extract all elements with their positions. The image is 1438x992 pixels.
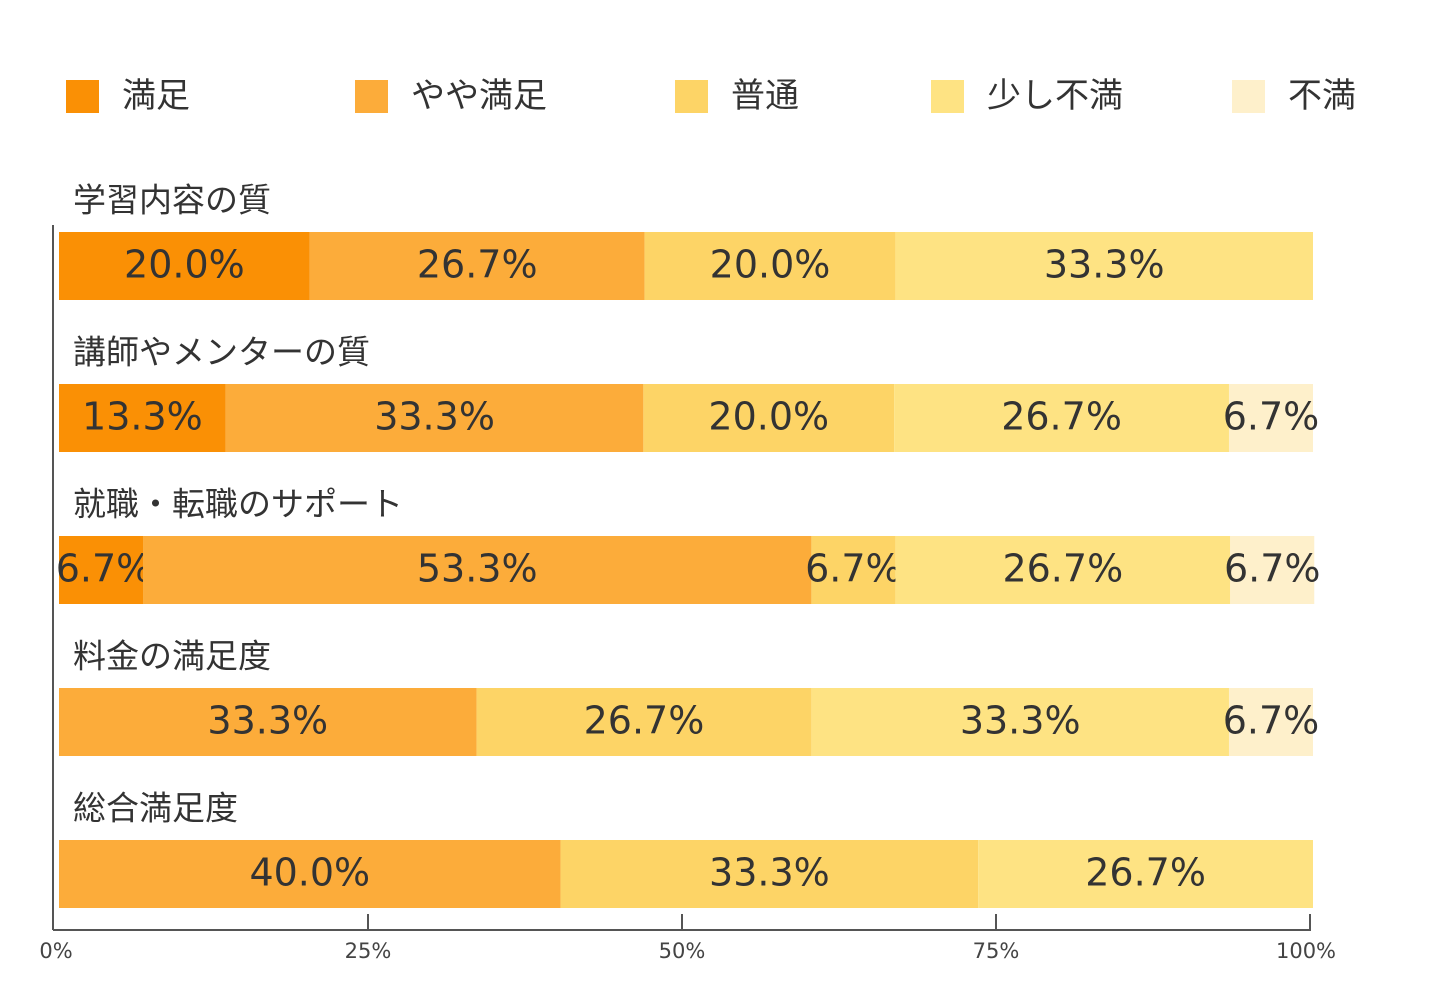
- bar-segment: [894, 384, 1229, 452]
- bar-value-label: 26.7%: [1001, 395, 1122, 439]
- bar-value-label: 6.7%: [805, 547, 902, 591]
- bar-value-label: 6.7%: [1223, 699, 1320, 743]
- bar-segment: [1228, 384, 1313, 452]
- bar-segment: [643, 384, 895, 452]
- legend: 満足 やや満足 普通 少し不満 不満: [66, 76, 1356, 116]
- bar-value-label: 6.7%: [1223, 395, 1320, 439]
- legend-swatch-series-2: [675, 80, 708, 113]
- x-tick-label: 25%: [345, 939, 392, 963]
- bar-value-label: 53.3%: [417, 547, 538, 591]
- bar-segment: [560, 840, 979, 908]
- bar-value-label: 26.7%: [1085, 851, 1206, 895]
- bar-segment: [895, 536, 1231, 604]
- bar-value-label: 20.0%: [708, 395, 829, 439]
- legend-swatch-series-4: [1232, 80, 1265, 113]
- legend-label-series-3: 少し不満: [987, 76, 1123, 116]
- bar-value-label: 6.7%: [1224, 547, 1321, 591]
- bar-segment: [1228, 688, 1313, 756]
- x-tick-label: 100%: [1276, 939, 1336, 963]
- bar-segment: [895, 232, 1313, 300]
- legend-label-series-1: やや満足: [411, 76, 547, 116]
- bar-value-label: 33.3%: [374, 395, 495, 439]
- legend-swatch-series-1: [355, 80, 388, 113]
- legend-label-series-4: 不満: [1288, 76, 1356, 116]
- bar-segment: [59, 688, 477, 756]
- bar-segment: [225, 384, 644, 452]
- legend-label-series-0: 満足: [122, 76, 190, 116]
- bar-value-label: 26.7%: [584, 699, 705, 743]
- x-tick-label: 50%: [659, 939, 706, 963]
- legend-swatch-series-0: [66, 80, 99, 113]
- bar-segment: [59, 840, 561, 908]
- bar-segment: [1230, 536, 1315, 604]
- bar-segment: [644, 232, 896, 300]
- bar-value-label: 26.7%: [1002, 547, 1123, 591]
- bar-value-label: 33.3%: [960, 699, 1081, 743]
- category-label: 料金の満足度: [73, 637, 271, 676]
- bar-value-label: 33.3%: [1044, 243, 1165, 287]
- bar-value-label: 33.3%: [709, 851, 830, 895]
- bar-value-label: 20.0%: [710, 243, 831, 287]
- category-label: 総合満足度: [73, 789, 238, 828]
- category-label: 講師やメンターの質: [73, 333, 370, 372]
- bar-segment: [59, 384, 226, 452]
- x-axis: 0% 25% 50% 75% 100%: [39, 225, 1336, 963]
- bar-value-label: 26.7%: [417, 243, 538, 287]
- bar-segment: [811, 536, 896, 604]
- category-label: 就職・転職のサポート: [73, 485, 403, 524]
- bar-segment: [59, 536, 144, 604]
- x-tick-label: 0%: [39, 939, 72, 963]
- bar-value-label: 33.3%: [207, 699, 328, 743]
- bar-value-label: 13.3%: [82, 395, 203, 439]
- bar-segment: [811, 688, 1229, 756]
- bar-value-label: 6.7%: [56, 547, 153, 591]
- bar-segment: [476, 688, 812, 756]
- bar-segment: [978, 840, 1313, 908]
- bar-segment: [59, 232, 310, 300]
- legend-swatch-series-3: [931, 80, 964, 113]
- x-tick-label: 75%: [973, 939, 1020, 963]
- category-label: 学習内容の質: [73, 181, 271, 220]
- bar-value-label: 20.0%: [124, 243, 245, 287]
- legend-label-series-2: 普通: [731, 76, 799, 116]
- bar-segment: [143, 536, 812, 604]
- bar-segment: [309, 232, 645, 300]
- bar-value-label: 40.0%: [249, 851, 370, 895]
